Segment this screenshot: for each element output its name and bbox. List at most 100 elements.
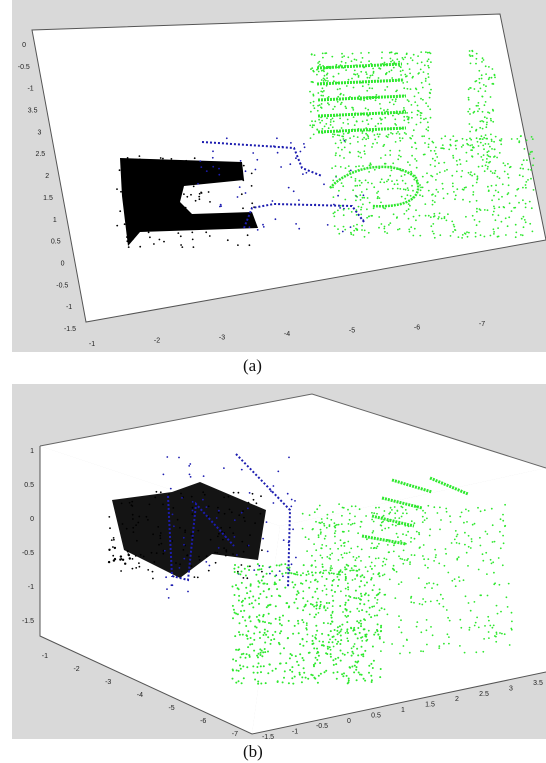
point-cloud-dot [234,168,237,171]
point-cloud-dot [305,622,308,625]
point-cloud-dot [476,178,479,181]
point-cloud-dot [415,508,418,511]
point-cloud-dot [278,570,281,572]
point-cloud-dot [442,605,445,608]
point-cloud-dot [317,70,320,73]
point-cloud-dot [181,246,184,249]
point-cloud-dot [253,632,256,635]
point-cloud-dot [469,62,472,65]
point-cloud-dot [525,186,527,189]
point-cloud-dot [511,620,513,623]
point-cloud-dot [363,136,365,139]
point-cloud-dot [336,134,339,137]
point-cloud-dot [430,61,432,63]
point-cloud-dot [337,209,339,212]
point-cloud-dot [400,74,402,76]
point-cloud-dot [209,201,211,203]
point-cloud-dot [255,573,258,576]
point-cloud-dot [293,675,296,678]
point-cloud-dot [331,117,334,120]
point-cloud-dot [406,81,409,83]
point-cloud-dot [186,554,189,557]
point-cloud-dot [242,550,245,553]
point-cloud-dot [389,506,392,509]
point-cloud-dot [331,167,333,170]
point-cloud-dot [467,510,470,512]
point-cloud-dot [214,561,217,564]
point-cloud-dot [345,609,348,611]
point-cloud-dot [286,566,289,569]
point-cloud-dot [491,213,494,216]
point-cloud-dot [434,556,437,559]
point-cloud-dot [329,648,332,651]
point-cloud-dot [384,563,387,566]
point-cloud-dot [363,603,366,606]
point-cloud-dot [524,184,527,186]
point-cloud-dot [417,55,419,57]
point-cloud-dot [383,225,386,228]
point-cloud-dot [367,599,370,602]
point-cloud-dot [358,568,361,571]
point-cloud-dot [257,597,260,600]
point-cloud-dot [347,640,350,642]
point-cloud-dot [383,573,386,576]
point-cloud-dot [321,52,324,55]
point-cloud-dot [465,160,468,163]
point-cloud-dot [419,68,422,71]
point-cloud-dot [162,473,165,476]
point-cloud-dot [348,170,351,173]
point-cloud-dot [499,530,501,533]
point-cloud-dot [337,559,340,561]
point-cloud-dot [432,193,434,196]
point-cloud-dot [476,177,479,180]
point-cloud-dot [178,456,180,459]
plot-plane-a [31,13,546,323]
point-cloud-dot [473,88,476,90]
point-cloud-dot [479,209,482,212]
point-cloud-dot [360,521,363,523]
point-cloud-dot [445,507,448,510]
point-cloud-dot [244,520,246,522]
point-cloud-dot [291,677,294,680]
point-cloud-dot [277,496,280,499]
point-cloud-dot [352,556,355,558]
point-cloud-dot [530,136,533,138]
point-cloud-dot [403,119,406,122]
point-cloud-dot [436,512,439,514]
point-cloud-dot [326,513,329,516]
point-cloud-dot [402,188,405,191]
point-cloud-dot [428,96,431,99]
point-cloud-dot [314,571,317,574]
point-cloud-dot [344,566,346,569]
point-cloud-dot [326,517,329,520]
point-cloud-dot [274,605,277,608]
point-cloud-dot [278,616,281,619]
point-cloud-dot [476,175,479,178]
point-cloud-dot [436,156,439,158]
point-cloud-dot [108,516,111,518]
point-cloud-dot [378,542,380,545]
point-cloud-dot [397,158,400,161]
point-cloud-dot [484,530,487,533]
point-cloud-dot [341,530,344,533]
point-cloud-dot [471,149,473,152]
point-cloud-dot [458,576,460,578]
point-cloud-dot [109,527,111,530]
point-cloud-dot [477,626,480,629]
point-cloud-dot [342,225,345,228]
point-cloud-dot [343,653,346,656]
point-cloud-dot [359,194,362,197]
point-cloud-dot [358,555,360,558]
point-cloud-dot [333,203,335,206]
point-cloud-dot [308,613,311,616]
point-cloud-dot [383,593,386,596]
point-cloud-dot [420,186,422,189]
point-cloud-dot [240,221,243,224]
point-cloud-dot [248,603,251,606]
point-cloud-dot [332,135,334,138]
point-cloud-dot [507,184,510,187]
point-cloud-dot [322,572,325,575]
point-cloud-dot [147,569,150,571]
point-cloud-dot [241,599,244,602]
point-cloud-dot [309,90,311,93]
